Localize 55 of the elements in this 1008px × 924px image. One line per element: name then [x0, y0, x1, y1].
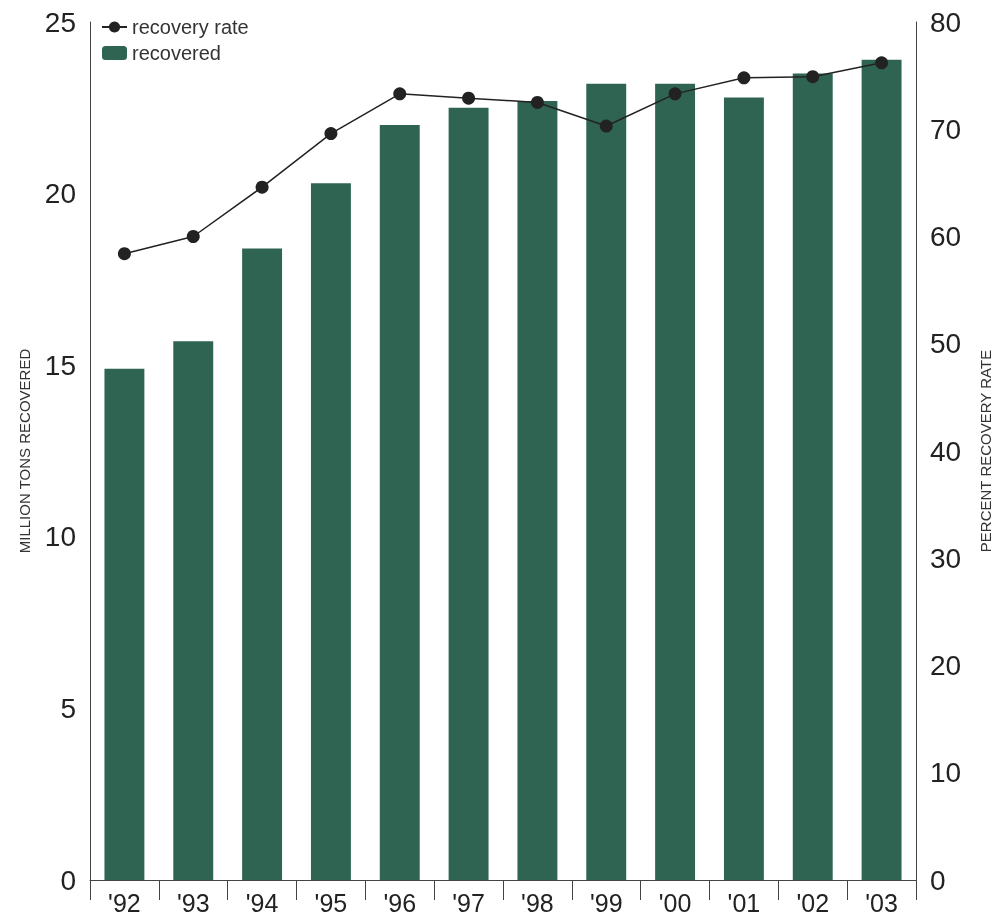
- y-axis-title: MILLION TONS RECOVERED: [16, 348, 33, 554]
- y2-tick-label: 60: [930, 221, 962, 252]
- bar: [655, 83, 696, 880]
- bar: [448, 107, 489, 880]
- y2-tick-label: 20: [930, 650, 962, 681]
- y2-tick-label: 50: [930, 328, 962, 360]
- bar: [792, 73, 833, 880]
- bar: [586, 83, 627, 880]
- point: [117, 247, 131, 261]
- x-tick-label: '93: [176, 888, 210, 917]
- y2-tick-label: 70: [930, 113, 962, 145]
- y2-tick-label: 80: [930, 6, 962, 38]
- bar: [861, 59, 902, 880]
- y2-tick-label: 30: [930, 542, 962, 574]
- bar: [242, 248, 283, 880]
- y-tick-label: 10: [44, 521, 76, 553]
- x-tick-label: '94: [245, 888, 279, 917]
- point: [324, 127, 338, 141]
- x-tick-label: '98: [521, 888, 554, 917]
- point: [737, 71, 751, 85]
- bar: [104, 368, 145, 880]
- legend-label: recovery rate: [132, 16, 249, 38]
- x-tick-label: '03: [865, 888, 898, 917]
- bar: [173, 341, 214, 880]
- y-tick-label: 25: [44, 6, 76, 38]
- x-tick-label: '97: [452, 888, 485, 917]
- y2-axis-title: PERCENT RECOVERY RATE: [977, 349, 994, 553]
- x-tick-label: '01: [727, 888, 761, 917]
- point: [875, 56, 889, 70]
- y-tick-label: 0: [60, 864, 76, 896]
- point: [599, 119, 613, 133]
- y2-tick-label: 40: [930, 435, 962, 467]
- bar: [723, 97, 764, 880]
- point: [255, 180, 269, 194]
- y2-tick-label: 0: [930, 864, 946, 896]
- point: [530, 95, 544, 109]
- x-tick-label: '96: [383, 888, 417, 917]
- y-tick-label: 15: [44, 349, 76, 381]
- y-tick-label: 20: [44, 178, 76, 210]
- y-tick-label: 5: [60, 692, 76, 724]
- x-tick-label: '00: [658, 888, 692, 917]
- x-tick-label: '99: [589, 888, 623, 917]
- x-tick-label: '92: [108, 888, 141, 917]
- point: [668, 87, 682, 101]
- bar: [310, 183, 351, 880]
- bar: [517, 100, 558, 880]
- point: [393, 87, 407, 101]
- point: [806, 70, 820, 84]
- point: [462, 91, 476, 105]
- y2-tick-label: 10: [930, 757, 962, 789]
- point: [186, 230, 200, 243]
- x-tick-label: '95: [314, 888, 348, 917]
- bar: [379, 124, 420, 880]
- x-tick-label: '02: [796, 888, 830, 917]
- legend-label: recovered: [132, 42, 221, 64]
